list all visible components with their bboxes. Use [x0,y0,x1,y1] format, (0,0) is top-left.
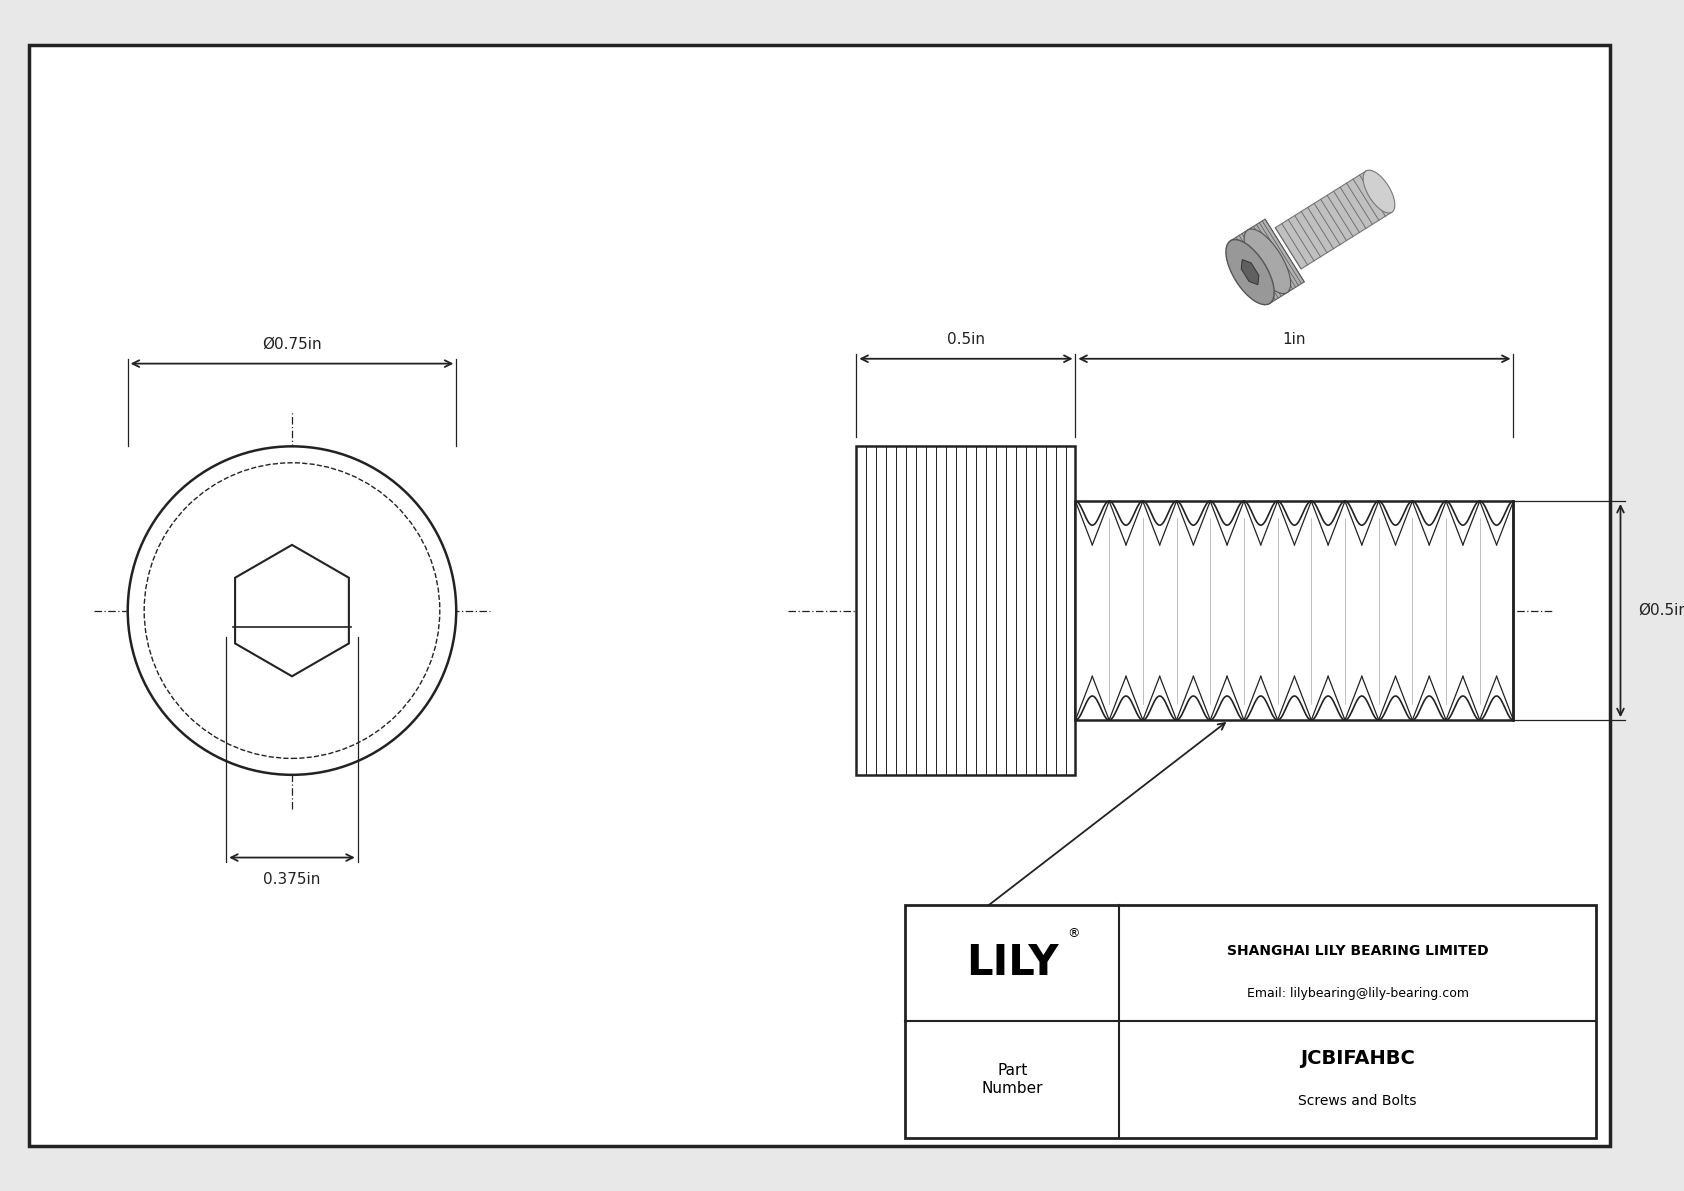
Text: 1/2"-13: 1/2"-13 [909,723,1224,948]
Bar [904,904,1596,1139]
Ellipse shape [1244,229,1290,294]
Polygon shape [1241,260,1260,285]
Text: 0.5in: 0.5in [946,332,985,347]
Polygon shape [1231,219,1305,304]
Bar [857,447,1076,775]
Ellipse shape [1362,170,1394,213]
Text: Screws and Bolts: Screws and Bolts [1298,1093,1416,1108]
Text: 0.375in: 0.375in [263,872,320,887]
Bar [1076,501,1514,721]
Text: ®: ® [1068,928,1079,940]
Text: LILY: LILY [967,942,1059,984]
Polygon shape [1275,172,1393,269]
Text: SHANGHAI LILY BEARING LIMITED: SHANGHAI LILY BEARING LIMITED [1228,944,1489,959]
Polygon shape [236,545,349,676]
Text: Ø0.5in: Ø0.5in [1639,603,1684,618]
Text: 1in: 1in [1283,332,1307,347]
Text: Ø0.75in: Ø0.75in [263,337,322,351]
Text: JCBIFAHBC: JCBIFAHBC [1300,1049,1415,1068]
Circle shape [128,447,456,775]
Ellipse shape [1226,239,1275,305]
Text: Part
Number: Part Number [982,1064,1042,1096]
Text: Email: lilybearing@lily-bearing.com: Email: lilybearing@lily-bearing.com [1246,987,1468,999]
